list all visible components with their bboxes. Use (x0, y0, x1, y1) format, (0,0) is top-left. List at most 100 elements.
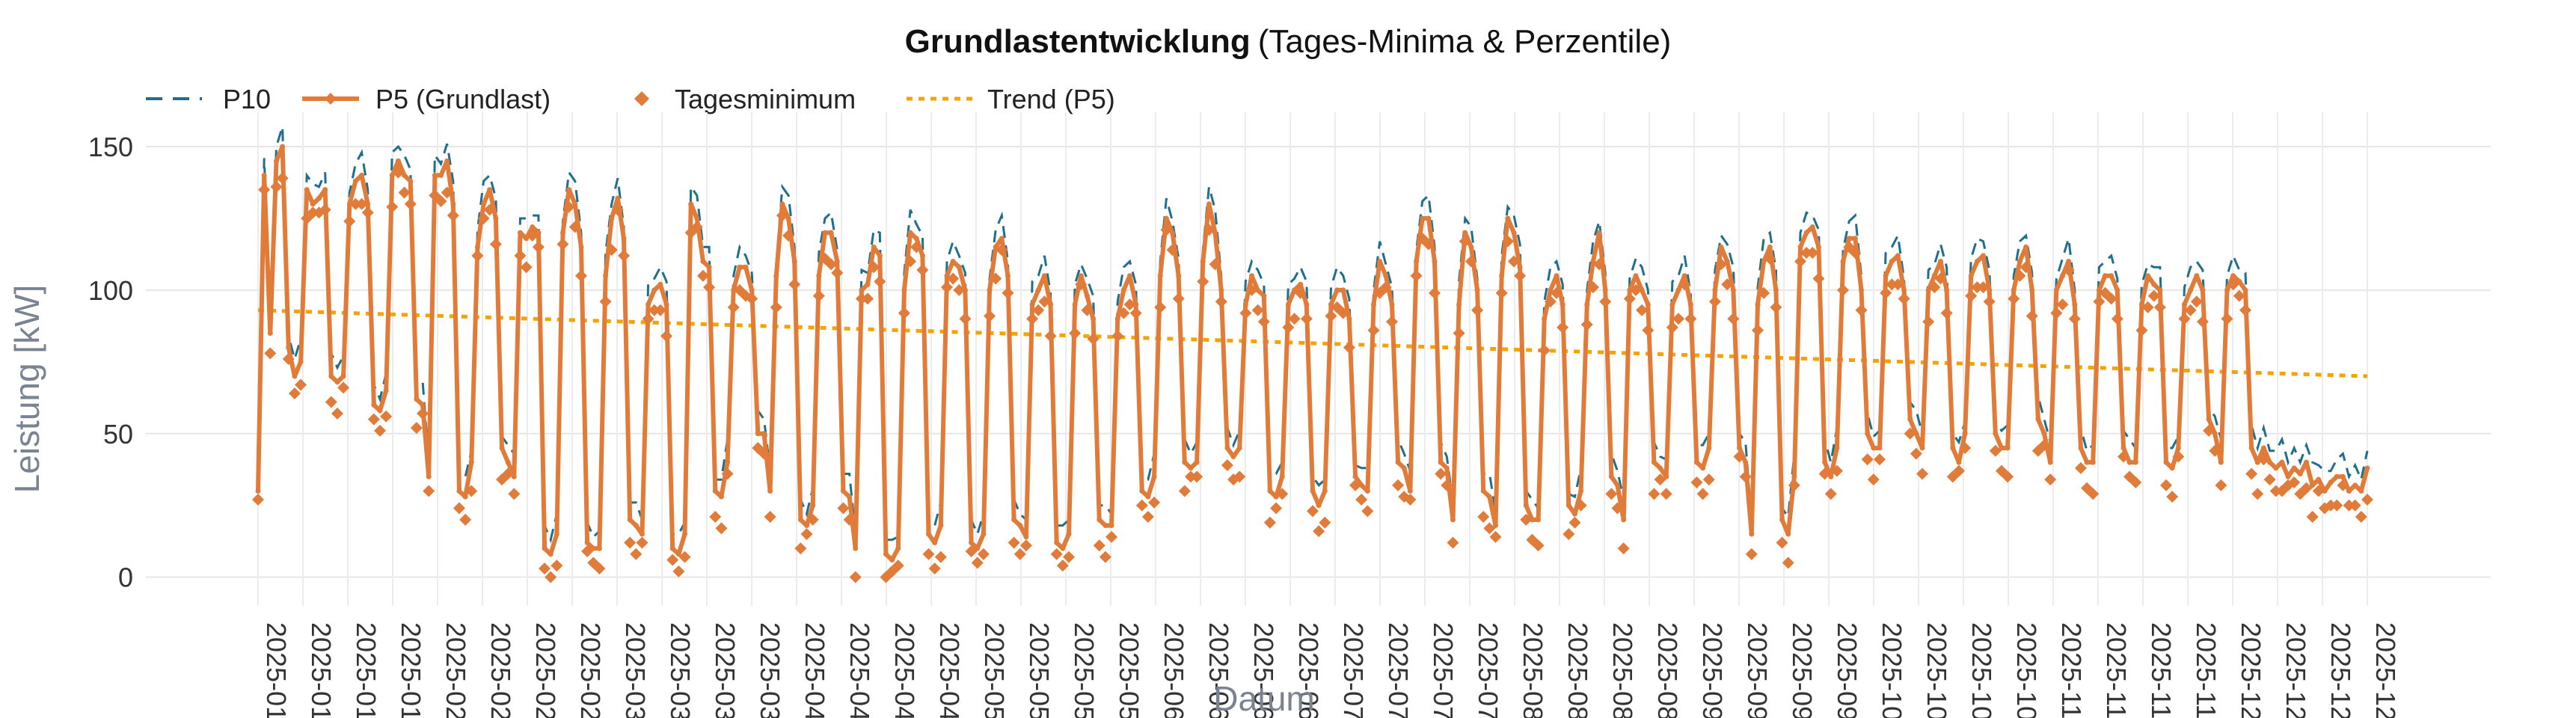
legend-label-p10: P10 (223, 84, 271, 114)
tagesminimum-point (1574, 499, 1587, 512)
tagesminimum-point (654, 304, 666, 316)
tagesminimum-point (1971, 281, 1984, 294)
tagesminimum-point (2062, 264, 2075, 277)
p5-point (1815, 244, 1821, 250)
p5-point (2072, 301, 2078, 307)
p5-point (1931, 273, 1937, 279)
tagesminimum-point (1983, 295, 1996, 308)
tagesminimum-point (1203, 224, 1215, 236)
tagesminimum-point (825, 258, 838, 271)
p5-point (1176, 273, 1182, 279)
tagesminimum-point (2014, 269, 2026, 282)
p5-point (1511, 230, 1517, 236)
p5-point (1797, 244, 1803, 250)
p5-point (2310, 482, 2316, 488)
p5-point (731, 287, 737, 293)
p5-point (2352, 482, 2358, 488)
tagesminimum-point (1849, 247, 1862, 260)
p5-point (749, 287, 755, 293)
p5-point (468, 459, 474, 465)
p5-point (834, 259, 840, 265)
p5-point (1182, 459, 1188, 465)
p5-point (1206, 201, 1212, 207)
tagesminimum-point (1191, 470, 1203, 483)
tagesminimum-point (1160, 224, 1173, 236)
tagesminimum-point (1172, 292, 1185, 305)
p5-point (2084, 459, 2090, 465)
tagesminimum-point (1727, 313, 1740, 325)
p5-point (1730, 287, 1736, 293)
p5-point (1230, 453, 1236, 459)
tagesminimum-point (2050, 307, 2063, 319)
tagesminimum-point (770, 301, 782, 313)
tagesminimum-point (526, 230, 539, 242)
p5-point (2078, 445, 2084, 451)
tagesminimum-point (1062, 550, 1075, 563)
p5-point (2157, 287, 2163, 293)
tagesminimum-point (2312, 485, 2325, 497)
tagesminimum-point (1141, 511, 1154, 524)
x-tick-label: 2025-01 (396, 622, 426, 718)
x-tick-label: 2025-04 (800, 622, 830, 718)
tagesminimum-point (2355, 511, 2367, 524)
p5-point (1523, 503, 1529, 509)
p5-point (450, 201, 456, 207)
p5-point (1273, 494, 1279, 500)
tagesminimum-point (2233, 289, 2245, 302)
tagesminimum-point (599, 295, 612, 308)
p5-point (712, 488, 718, 494)
tagesminimum-point (2025, 310, 2038, 322)
p5-point (1529, 517, 1535, 523)
p5-point (1755, 301, 1761, 307)
p5-point (645, 301, 651, 307)
p5-point (2303, 459, 2309, 465)
tagesminimum-point (1087, 333, 1100, 346)
p5-point (675, 551, 681, 557)
p5-point (743, 264, 749, 270)
tagesminimum-point (1111, 330, 1124, 343)
tagesminimum-point (1959, 441, 1972, 454)
p5-point (2029, 287, 2035, 293)
tagesminimum-point (2038, 439, 2051, 452)
p5-point (524, 236, 530, 242)
p5-point (1773, 287, 1779, 293)
tagesminimum-point (264, 347, 277, 360)
tagesminimum-point (1495, 286, 1508, 299)
p5-point (1267, 488, 1273, 494)
p5-point (517, 230, 523, 236)
p5-point (1743, 459, 1749, 465)
p5-point (2151, 281, 2157, 287)
tagesminimum-point (1745, 547, 1758, 560)
tagesminimum-point (696, 269, 709, 282)
tagesminimum-point (2251, 488, 2264, 500)
p5-point (1560, 301, 1565, 307)
p5-point (1840, 259, 1846, 265)
p5-point (2035, 417, 2041, 423)
tagesminimum-point (2105, 292, 2117, 305)
p5-point (1456, 301, 1462, 307)
tagesminimum-point (568, 221, 581, 233)
tagesminimum-point (337, 381, 350, 394)
p5-point (1011, 517, 1017, 523)
p5-point (2138, 301, 2144, 307)
p5-point (1163, 215, 1169, 221)
tagesminimum-point (562, 200, 575, 213)
tagesminimum-point (1270, 502, 1283, 515)
p5-point (1645, 301, 1651, 307)
x-tick-label: 2025-02 (575, 622, 606, 718)
x-tick-label: 2025-09 (1787, 622, 1818, 718)
tagesminimum-point (1544, 295, 1557, 308)
series-tagesminimum (252, 166, 2373, 583)
p5-point (883, 551, 889, 557)
p5-point (1139, 488, 1145, 494)
p5-point (1120, 287, 1126, 293)
x-tick-label: 2025-10 (1966, 622, 1997, 718)
tagesminimum-point (1002, 286, 1014, 299)
tagesminimum-point (307, 206, 319, 219)
p5-point (1358, 482, 1364, 488)
p5-point (273, 158, 279, 164)
p5-point (462, 494, 468, 500)
tagesminimum-point (331, 407, 343, 420)
tagesminimum-point (2196, 316, 2209, 328)
tagesminimum-point (2209, 444, 2221, 457)
